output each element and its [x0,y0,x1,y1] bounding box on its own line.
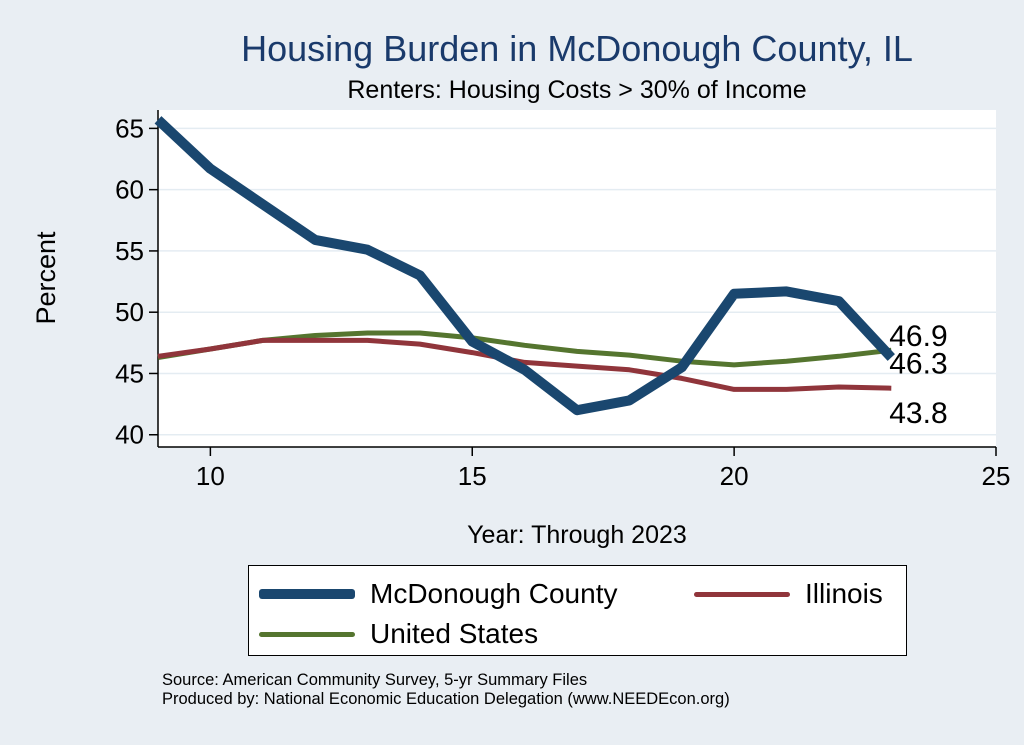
x-tick-label-25: 25 [982,461,1011,491]
end-label-illinois: 43.8 [889,397,947,430]
series-lines [154,116,895,416]
grid-lines [158,127,996,436]
y-axis-label: Percent [31,231,61,325]
x-tick-label-20: 20 [720,461,749,491]
legend-swatch-united-states [259,631,355,637]
x-axis-label: Year: Through 2023 [467,521,687,549]
legend-label-united-states: United States [370,618,539,649]
legend-swatch-mcdonough [259,589,355,599]
end-label-mcdonough-county: 46.3 [889,348,947,381]
y-tick-label-60: 60 [115,175,144,205]
end-label-united-states: 46.9 [889,320,947,353]
y-tick-label-55: 55 [115,236,144,266]
legend-label-mcdonough: McDonough County [370,578,618,609]
y-tick-label-65: 65 [115,113,144,143]
legend: McDonough County Illinois United States [248,565,907,656]
legend-item-illinois: Illinois [694,576,883,612]
legend-label-illinois: Illinois [805,578,883,609]
legend-swatch-illinois [694,591,790,597]
source-line: Source: American Community Survey, 5-yr … [162,671,588,689]
axis-ticks: 40 45 50 55 60 65 10 15 20 25 [115,113,1010,491]
y-tick-label-40: 40 [115,420,144,450]
y-tick-label-45: 45 [115,358,144,388]
chart-title: Housing Burden in McDonough County, IL [241,28,913,69]
produced-by-line: Produced by: National Economic Education… [162,690,730,708]
legend-item-mcdonough: McDonough County [259,576,617,612]
series-line-mcdonough-county [154,116,895,416]
x-tick-label-10: 10 [196,461,225,491]
legend-item-united-states: United States [259,616,538,652]
series-line-illinois [157,337,892,392]
source-note: Source: American Community Survey, 5-yr … [162,671,730,709]
y-tick-label-50: 50 [115,297,144,327]
chart-subtitle: Renters: Housing Costs > 30% of Income [347,76,806,104]
end-labels: 46.3 43.8 46.9 [889,320,947,430]
plot-area [158,110,996,447]
x-tick-label-15: 15 [458,461,487,491]
